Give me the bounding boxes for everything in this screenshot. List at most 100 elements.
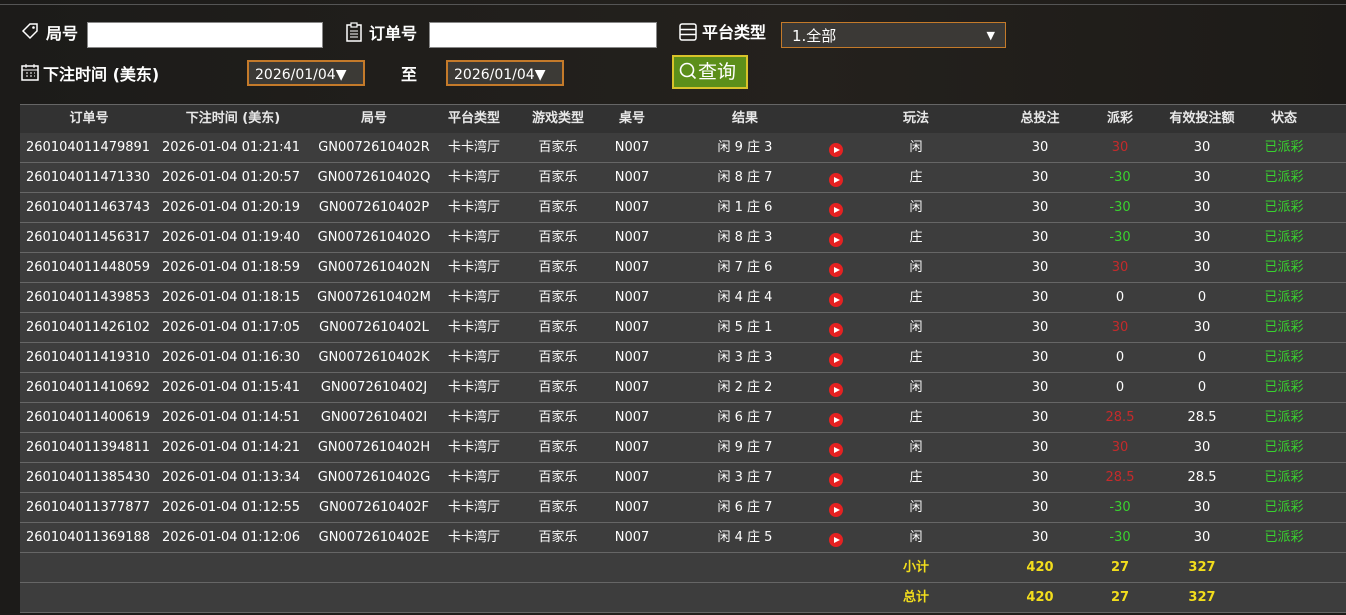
play-button[interactable] bbox=[829, 233, 843, 247]
valid-bet: 30 bbox=[1193, 260, 1211, 275]
result: 闲 1 庄 6 bbox=[717, 200, 773, 215]
payout: -30 bbox=[1109, 200, 1131, 215]
status: 已派彩 bbox=[1264, 350, 1304, 365]
platform-select[interactable]: 1.全部 ▼ bbox=[781, 22, 1006, 48]
result: 闲 6 庄 7 bbox=[717, 500, 773, 515]
total-bet: 420 bbox=[1026, 590, 1054, 605]
column-header: 平台类型 bbox=[447, 111, 500, 126]
round-id: GN0072610402R bbox=[318, 140, 430, 155]
column-header: 状态 bbox=[1270, 111, 1297, 126]
play-button[interactable] bbox=[829, 293, 843, 307]
game-type: 百家乐 bbox=[538, 200, 578, 215]
query-button[interactable]: 查询 bbox=[672, 55, 748, 89]
top-rule bbox=[0, 4, 1346, 5]
bet-option: 庄 bbox=[909, 350, 923, 365]
table-id: N007 bbox=[614, 410, 650, 425]
total-bet: 30 bbox=[1031, 230, 1049, 245]
valid-bet: 30 bbox=[1193, 500, 1211, 515]
play-button[interactable] bbox=[829, 533, 843, 547]
bet-option: 闲 bbox=[909, 200, 923, 215]
round-id: GN0072610402I bbox=[320, 410, 428, 425]
list-icon bbox=[679, 23, 697, 41]
order-input[interactable] bbox=[429, 22, 657, 48]
payout: 0 bbox=[1115, 290, 1125, 305]
valid-bet: 30 bbox=[1193, 230, 1211, 245]
bet-option: 闲 bbox=[909, 440, 923, 455]
status: 已派彩 bbox=[1264, 140, 1304, 155]
play-button[interactable] bbox=[829, 143, 843, 157]
payout: 0 bbox=[1115, 350, 1125, 365]
play-button[interactable] bbox=[829, 473, 843, 487]
round-id: GN0072610402M bbox=[317, 290, 431, 305]
header-row bbox=[20, 104, 1346, 134]
platform: 卡卡湾厅 bbox=[447, 530, 500, 545]
payout: 28.5 bbox=[1105, 470, 1135, 485]
total-bet: 30 bbox=[1031, 290, 1049, 305]
order-id: 260104011448059 bbox=[26, 260, 151, 275]
platform: 卡卡湾厅 bbox=[447, 380, 500, 395]
total-bet: 30 bbox=[1031, 350, 1049, 365]
bet-time: 2026-01-04 01:15:41 bbox=[162, 380, 301, 395]
play-button[interactable] bbox=[829, 353, 843, 367]
order-label: 订单号 bbox=[369, 24, 418, 43]
bet-time: 2026-01-04 01:17:05 bbox=[162, 320, 301, 335]
round-id: GN0072610402P bbox=[318, 200, 430, 215]
play-button[interactable] bbox=[829, 203, 843, 217]
column-header: 下注时间 (美东) bbox=[185, 111, 281, 126]
game-type: 百家乐 bbox=[538, 290, 578, 305]
order-id: 260104011456317 bbox=[26, 230, 151, 245]
status: 已派彩 bbox=[1264, 530, 1304, 545]
subtotal-valid: 327 bbox=[1188, 560, 1216, 575]
table-row bbox=[20, 403, 1346, 433]
payout: -30 bbox=[1109, 500, 1131, 515]
subtotal-bet: 420 bbox=[1026, 560, 1054, 575]
table-id: N007 bbox=[614, 200, 650, 215]
round-input[interactable] bbox=[87, 22, 323, 48]
valid-bet: 30 bbox=[1193, 530, 1211, 545]
table-id: N007 bbox=[614, 290, 650, 305]
play-button[interactable] bbox=[829, 443, 843, 457]
result: 闲 6 庄 7 bbox=[717, 410, 773, 425]
game-type: 百家乐 bbox=[538, 170, 578, 185]
result: 闲 8 庄 3 bbox=[717, 230, 773, 245]
table-row bbox=[20, 223, 1346, 253]
total-bet: 30 bbox=[1031, 170, 1049, 185]
column-header: 结果 bbox=[731, 111, 758, 126]
calendar-icon bbox=[21, 64, 39, 81]
play-button[interactable] bbox=[829, 413, 843, 427]
dropdown-arrow: ▼ bbox=[534, 67, 546, 83]
date-from[interactable]: 2026/01/04▼ bbox=[247, 60, 365, 86]
game-type: 百家乐 bbox=[538, 230, 578, 245]
date-to[interactable]: 2026/01/04▼ bbox=[446, 60, 564, 86]
bet-option: 闲 bbox=[909, 140, 923, 155]
play-button[interactable] bbox=[829, 173, 843, 187]
game-type: 百家乐 bbox=[538, 500, 578, 515]
game-type: 百家乐 bbox=[538, 140, 578, 155]
table-row bbox=[20, 193, 1346, 223]
valid-bet: 30 bbox=[1193, 200, 1211, 215]
total-bet: 30 bbox=[1031, 380, 1049, 395]
order-id: 260104011369188 bbox=[26, 530, 151, 545]
bet-time: 2026-01-04 01:12:06 bbox=[162, 530, 301, 545]
platform: 卡卡湾厅 bbox=[447, 140, 500, 155]
play-button[interactable] bbox=[829, 323, 843, 337]
platform: 卡卡湾厅 bbox=[447, 260, 500, 275]
result: 闲 4 庄 4 bbox=[717, 290, 773, 305]
platform: 卡卡湾厅 bbox=[447, 170, 500, 185]
total-bet: 30 bbox=[1031, 320, 1049, 335]
subtotal-label: 小计 bbox=[902, 560, 929, 575]
platform: 卡卡湾厅 bbox=[447, 410, 500, 425]
table-id: N007 bbox=[614, 530, 650, 545]
dropdown-arrow: ▼ bbox=[986, 29, 995, 42]
table-row bbox=[20, 523, 1346, 553]
bet-time: 2026-01-04 01:21:41 bbox=[162, 140, 301, 155]
play-button[interactable] bbox=[829, 383, 843, 397]
status: 已派彩 bbox=[1264, 200, 1304, 215]
play-button[interactable] bbox=[829, 503, 843, 517]
total-bet: 30 bbox=[1031, 440, 1049, 455]
subtotal-payout: 27 bbox=[1110, 560, 1130, 575]
total-bet: 30 bbox=[1031, 140, 1049, 155]
play-button[interactable] bbox=[829, 263, 843, 277]
result: 闲 9 庄 3 bbox=[717, 140, 773, 155]
